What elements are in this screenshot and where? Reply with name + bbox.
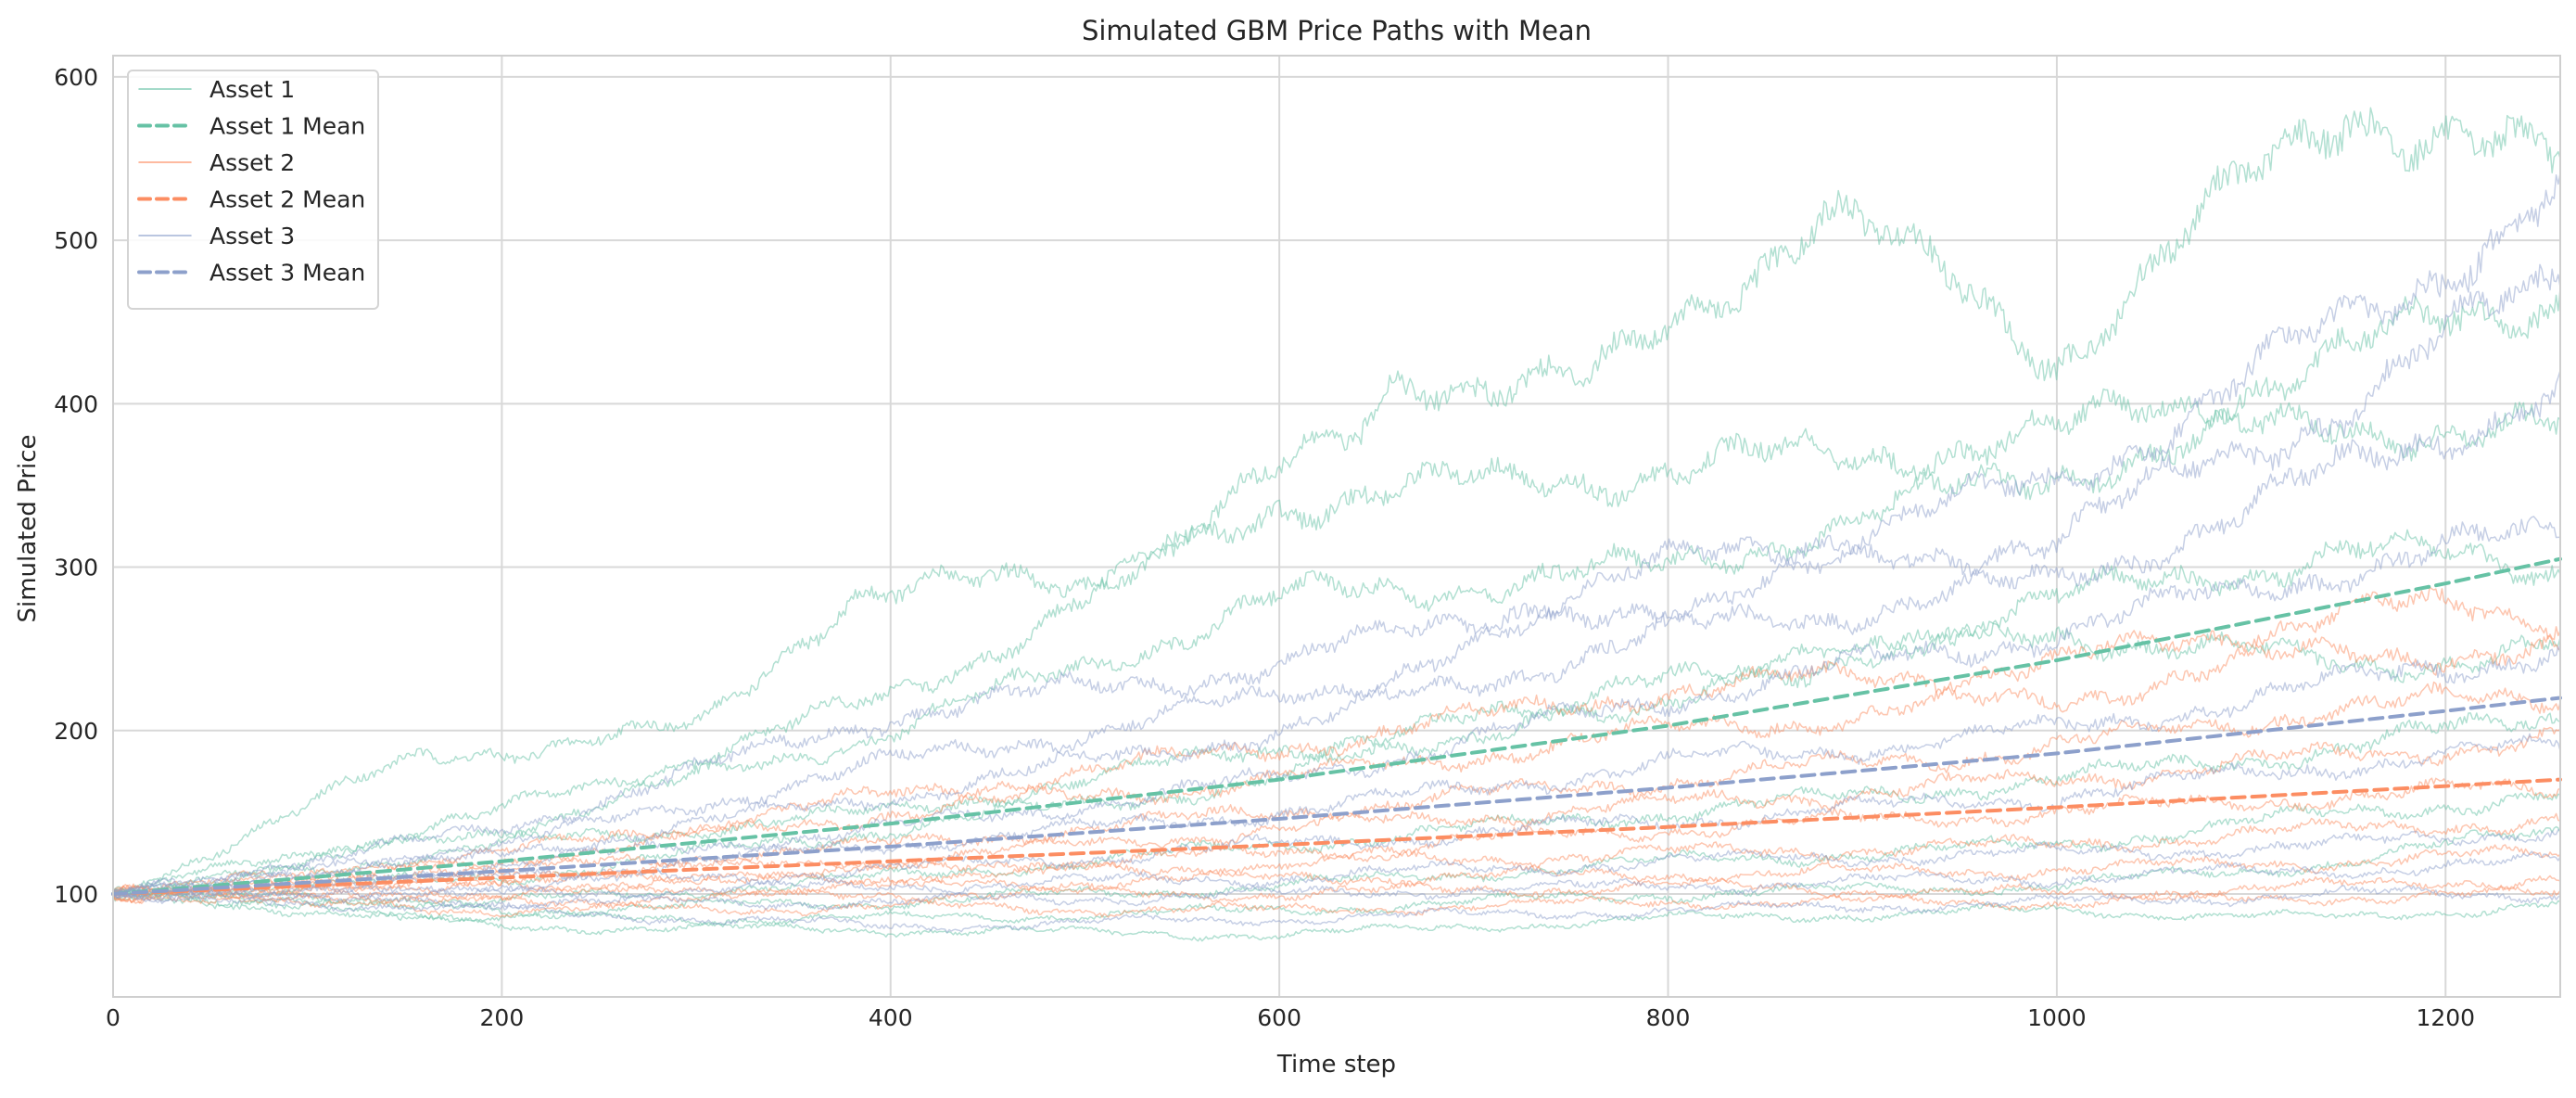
asset-3-path-7 <box>112 829 2561 904</box>
asset-1-path-4 <box>112 529 2561 900</box>
chart-title: Simulated GBM Price Paths with Mean <box>1082 15 1592 46</box>
y-tick-label: 300 <box>54 555 98 581</box>
y-tick-label: 600 <box>54 64 98 91</box>
asset-1-path-3 <box>112 402 2561 895</box>
legend-label-3: Asset 2 <box>209 149 295 176</box>
asset-1-mean-line <box>111 556 2562 896</box>
asset-1-path-1 <box>112 107 2561 895</box>
asset-2-path-5 <box>112 777 2561 903</box>
asset-2-mean-line <box>111 777 2562 896</box>
x-axis-label: Time step <box>1276 1051 1396 1079</box>
asset-3-path-4 <box>112 516 2561 900</box>
y-tick-label: 400 <box>54 390 98 417</box>
legend-label-2: Asset 1 Mean <box>209 113 365 140</box>
asset-3-path-2 <box>112 263 2561 900</box>
asset-3-path-8 <box>112 850 2561 911</box>
legend-label-4: Asset 2 Mean <box>209 186 365 213</box>
x-tick-label: 800 <box>1646 1004 1691 1031</box>
legend-label-6: Asset 3 Mean <box>209 260 365 287</box>
y-axis-label: Simulated Price <box>14 434 42 622</box>
x-tick-label: 400 <box>869 1004 913 1031</box>
asset-1-path-2 <box>112 287 2561 896</box>
asset-3-mean-line <box>111 696 2562 896</box>
asset-3-path-1 <box>112 172 2561 895</box>
x-tick-label: 600 <box>1257 1004 1301 1031</box>
y-tick-label: 500 <box>54 227 98 254</box>
y-tick-label: 200 <box>54 718 98 745</box>
legend-label-5: Asset 3 <box>209 223 295 249</box>
asset-2-path-1 <box>112 586 2561 900</box>
asset-3-path-5 <box>112 645 2561 897</box>
x-tick-label: 200 <box>480 1004 525 1031</box>
asset-3-path-9 <box>112 885 2561 934</box>
x-tick-label: 1000 <box>2027 1004 2087 1031</box>
asset-3-path-3 <box>112 369 2561 895</box>
legend-box <box>127 70 379 310</box>
x-tick-label: 1200 <box>2416 1004 2475 1031</box>
series-layer <box>111 107 2562 942</box>
asset-1-path-7 <box>112 792 2561 918</box>
axis-layer: 0 200 400 600 800 1000 1200 100 200 300 400 500 600 <box>54 55 2561 1031</box>
asset-2-path-9 <box>112 884 2561 918</box>
x-tick-label: 0 <box>106 1004 121 1031</box>
legend-label-1: Asset 1 <box>209 76 295 103</box>
asset-1-path-5 <box>112 620 2561 900</box>
asset-2-path-6 <box>112 812 2561 900</box>
y-tick-label: 100 <box>54 881 98 908</box>
plot-frame <box>112 55 2561 998</box>
legend: Asset 1 Asset 1 Mean Asset 2 Asset 2 Mean As… <box>127 70 379 310</box>
asset-2-path-7 <box>112 844 2561 904</box>
asset-2-path-8 <box>112 875 2561 910</box>
asset-1-path-8 <box>112 825 2561 926</box>
asset-1-path-9 <box>112 887 2561 942</box>
